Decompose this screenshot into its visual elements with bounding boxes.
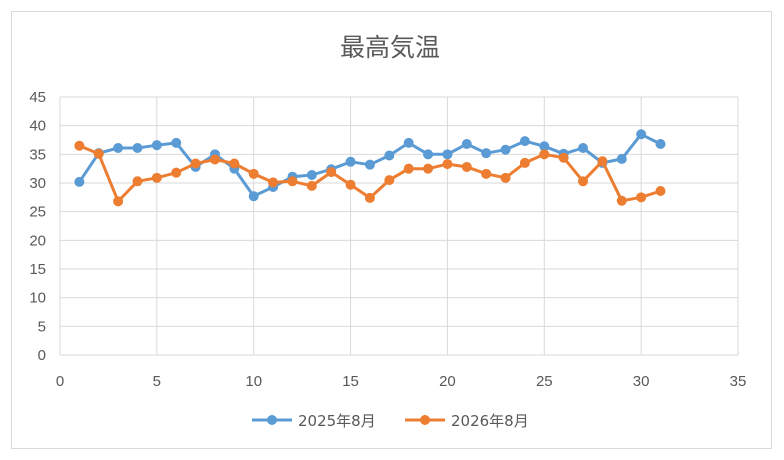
data-point (113, 143, 124, 154)
data-point (539, 149, 550, 160)
x-tick-label: 15 (342, 373, 359, 390)
gridlines (59, 96, 739, 356)
legend-item-1: 2025年8月 (252, 412, 376, 430)
x-tick-label: 10 (245, 373, 262, 390)
data-point (132, 143, 143, 154)
chart-title: 最高気温 (340, 33, 440, 62)
chart-area (11, 11, 772, 449)
data-point (248, 168, 259, 179)
x-tick-label: 0 (56, 373, 64, 390)
data-point (287, 176, 298, 187)
data-point (403, 163, 414, 174)
data-point (74, 140, 85, 151)
x-tick-label: 5 (153, 373, 161, 390)
data-point (578, 176, 589, 187)
data-point (113, 196, 124, 207)
data-point (171, 137, 182, 148)
data-point (364, 159, 375, 170)
data-point (268, 177, 279, 188)
data-point (442, 159, 453, 170)
data-point (636, 192, 647, 203)
y-tick-label: 45 (29, 89, 46, 106)
data-point (481, 168, 492, 179)
data-point (500, 172, 511, 183)
y-tick-label: 25 (29, 204, 46, 221)
legend-label: 2026年8月 (451, 412, 529, 430)
x-tick-label: 30 (633, 373, 650, 390)
data-point (500, 144, 511, 155)
legend-swatch-marker (420, 415, 430, 425)
data-point (364, 192, 375, 203)
data-point (403, 137, 414, 148)
x-tick-label: 20 (439, 373, 456, 390)
data-point (616, 153, 627, 164)
y-tick-label: 30 (29, 175, 46, 192)
y-tick-label: 15 (29, 261, 46, 278)
data-point (616, 195, 627, 206)
legend-label: 2025年8月 (298, 412, 376, 430)
data-point (151, 140, 162, 151)
data-point (190, 158, 201, 169)
data-point (519, 157, 530, 168)
data-point (636, 129, 647, 140)
data-point (132, 176, 143, 187)
data-point (655, 186, 666, 197)
series-2 (74, 140, 666, 207)
data-point (306, 180, 317, 191)
axes: 0 5 10 15 20 25 30 35 40 45 0 5 10 15 20 25 30 35 (29, 89, 746, 390)
data-point (384, 175, 395, 186)
data-point (345, 156, 356, 167)
data-point (345, 179, 356, 190)
data-point (306, 169, 317, 180)
data-point (209, 154, 220, 165)
data-point (384, 150, 395, 161)
data-point (597, 156, 608, 167)
data-point (461, 161, 472, 172)
series-1 (74, 129, 666, 202)
y-tick-label: 35 (29, 146, 46, 163)
data-point (442, 149, 453, 160)
legend-item-2: 2026年8月 (405, 412, 529, 430)
y-tick-label: 0 (38, 347, 46, 364)
data-point (578, 143, 589, 154)
y-tick-label: 20 (29, 232, 46, 249)
data-point (74, 176, 85, 187)
data-point (326, 167, 337, 178)
y-tick-label: 10 (29, 290, 46, 307)
data-point (248, 191, 259, 202)
data-point (519, 136, 530, 147)
data-point (423, 149, 434, 160)
y-tick-label: 5 (38, 318, 46, 335)
data-point (539, 141, 550, 152)
data-point (558, 152, 569, 163)
data-point (229, 158, 240, 169)
data-point (171, 167, 182, 178)
y-tick-label: 40 (29, 118, 46, 135)
x-tick-label: 35 (730, 373, 747, 390)
data-point (93, 148, 104, 159)
data-point (655, 139, 666, 150)
legend: 2025年8月 2026年8月 (252, 412, 529, 430)
data-point (461, 139, 472, 150)
legend-swatch-marker (267, 415, 277, 425)
data-point (481, 148, 492, 159)
x-tick-label: 25 (536, 373, 553, 390)
series-layer (74, 129, 666, 207)
data-point (423, 163, 434, 174)
data-point (151, 172, 162, 183)
